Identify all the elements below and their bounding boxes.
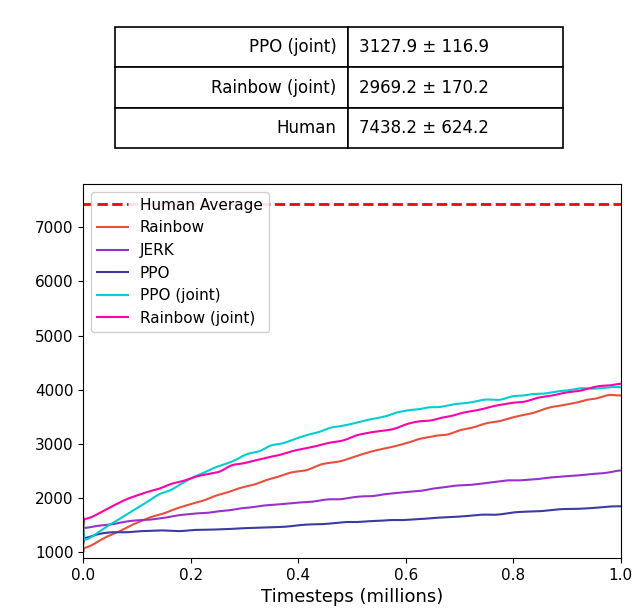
JERK bbox=[338, 495, 346, 503]
Rainbow bbox=[617, 392, 625, 399]
Rainbow (joint) bbox=[338, 437, 346, 444]
JERK bbox=[79, 524, 87, 531]
PPO (joint) bbox=[81, 536, 88, 544]
JERK bbox=[617, 467, 625, 474]
JERK bbox=[335, 496, 342, 503]
PPO (joint) bbox=[605, 384, 612, 391]
Rainbow bbox=[371, 447, 378, 454]
Rainbow bbox=[607, 391, 615, 398]
Rainbow (joint) bbox=[335, 438, 342, 445]
Rainbow bbox=[79, 549, 87, 556]
Rainbow (joint) bbox=[371, 428, 378, 435]
Rainbow bbox=[335, 458, 342, 465]
PPO (joint) bbox=[339, 422, 347, 429]
Line: Rainbow: Rainbow bbox=[83, 395, 621, 552]
PPO bbox=[399, 516, 407, 524]
JERK bbox=[604, 469, 612, 476]
PPO (joint) bbox=[617, 383, 625, 390]
X-axis label: Timesteps (millions): Timesteps (millions) bbox=[261, 588, 443, 606]
JERK bbox=[520, 476, 527, 484]
PPO bbox=[371, 517, 378, 525]
PPO (joint) bbox=[336, 422, 344, 430]
Rainbow (joint) bbox=[617, 380, 625, 387]
Rainbow (joint) bbox=[399, 422, 407, 429]
Legend: Human Average, Rainbow, JERK, PPO, PPO (joint), Rainbow (joint): Human Average, Rainbow, JERK, PPO, PPO (… bbox=[91, 191, 269, 332]
Rainbow (joint) bbox=[79, 522, 87, 529]
Rainbow bbox=[520, 411, 527, 419]
PPO (joint) bbox=[371, 415, 379, 422]
PPO (joint) bbox=[79, 514, 87, 521]
PPO (joint) bbox=[614, 383, 621, 390]
Line: JERK: JERK bbox=[83, 471, 621, 528]
JERK bbox=[399, 489, 407, 496]
Line: Rainbow (joint): Rainbow (joint) bbox=[83, 384, 621, 525]
Line: PPO: PPO bbox=[83, 506, 621, 544]
Rainbow bbox=[399, 440, 407, 447]
PPO bbox=[520, 508, 527, 516]
PPO bbox=[604, 503, 612, 511]
Rainbow bbox=[338, 457, 346, 465]
PPO bbox=[335, 519, 342, 527]
Line: PPO (joint): PPO (joint) bbox=[83, 387, 621, 540]
JERK bbox=[371, 492, 378, 500]
PPO bbox=[79, 541, 87, 548]
Rainbow (joint) bbox=[604, 382, 612, 389]
PPO bbox=[617, 503, 625, 510]
PPO bbox=[338, 519, 346, 526]
PPO (joint) bbox=[521, 392, 529, 399]
PPO (joint) bbox=[401, 407, 408, 414]
Rainbow bbox=[604, 392, 612, 399]
Rainbow (joint) bbox=[520, 398, 527, 405]
